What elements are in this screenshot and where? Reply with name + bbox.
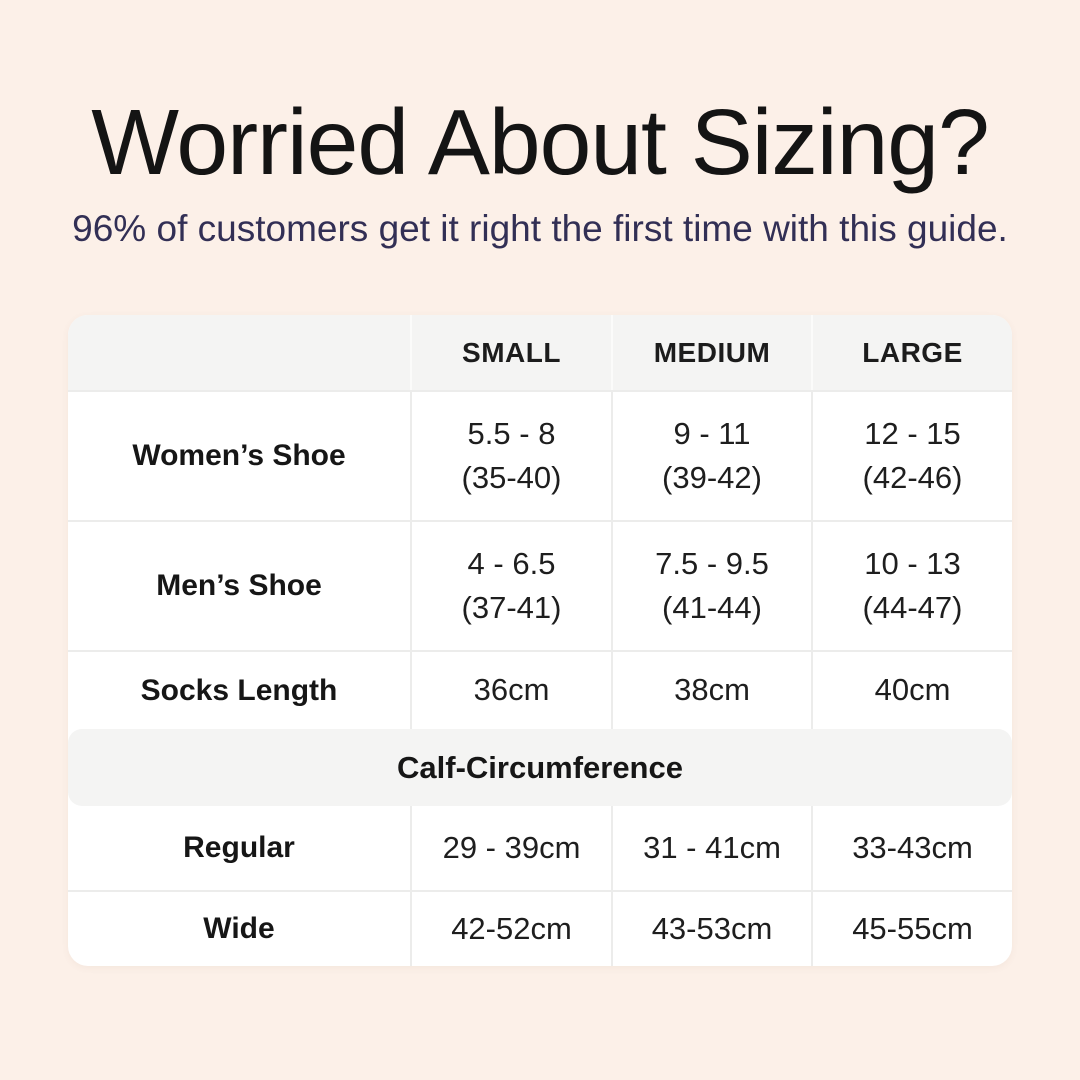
table-row-socks-length: Socks Length 36cm 38cm 40cm (68, 650, 1012, 729)
cell-socks-small: 36cm (410, 652, 611, 729)
cell-womens-small: 5.5 - 8 (35-40) (410, 392, 611, 520)
cell-line: 5.5 - 8 (467, 415, 556, 451)
row-label: Regular (183, 831, 295, 864)
cell-line: 7.5 - 9.5 (655, 545, 769, 581)
cell-line: (42-46) (862, 460, 963, 495)
section-header-calf-circumference: Calf-Circumference (68, 729, 1012, 806)
row-label: Women’s Shoe (132, 439, 346, 472)
column-header-small: SMALL (410, 315, 611, 390)
cell-regular-medium: 31 - 41cm (611, 806, 811, 890)
cell-line: 31 - 41cm (643, 829, 781, 865)
column-header-medium: MEDIUM (611, 315, 811, 390)
cell-line: (41-44) (662, 590, 762, 625)
cell-line: 45-55cm (852, 910, 973, 946)
page-subtitle: 96% of customers get it right the first … (72, 208, 1008, 249)
cell-wide-small: 42-52cm (410, 892, 611, 966)
cell-line: 40cm (874, 672, 951, 708)
cell-line: 9 - 11 (673, 415, 751, 451)
table-row-womens-shoe: Women’s Shoe 5.5 - 8 (35-40) 9 - 11 (39-… (68, 390, 1012, 520)
cell-wide-medium: 43-53cm (611, 892, 811, 966)
cell-line: 42-52cm (451, 910, 572, 946)
table-row-regular: Regular 29 - 39cm 31 - 41cm 33-43cm (68, 806, 1012, 890)
cell-line: 4 - 6.5 (467, 545, 556, 581)
cell-line: (35-40) (461, 460, 562, 495)
cell-line: 33-43cm (852, 829, 973, 865)
column-header-large: LARGE (811, 315, 1012, 390)
cell-line: 10 - 13 (864, 545, 961, 581)
cell-line: 29 - 39cm (442, 829, 581, 865)
row-label: Men’s Shoe (156, 569, 322, 602)
cell-mens-medium: 7.5 - 9.5 (41-44) (611, 522, 811, 650)
cell-line: 43-53cm (651, 910, 773, 946)
cell-regular-small: 29 - 39cm (410, 806, 611, 890)
size-chart-table: SMALL MEDIUM LARGE Women’s Shoe 5.5 - 8 … (68, 315, 1012, 966)
table-header-row: SMALL MEDIUM LARGE (68, 315, 1012, 390)
cell-socks-medium: 38cm (611, 652, 811, 729)
table-row-mens-shoe: Men’s Shoe 4 - 6.5 (37-41) 7.5 - 9.5 (41… (68, 520, 1012, 650)
cell-line: 38cm (674, 672, 750, 708)
cell-line: (39-42) (662, 460, 762, 495)
cell-line: (37-41) (461, 590, 562, 625)
cell-womens-medium: 9 - 11 (39-42) (611, 392, 811, 520)
table-row-wide: Wide 42-52cm 43-53cm 45-55cm (68, 890, 1012, 966)
page-title: Worried About Sizing? (91, 90, 989, 194)
cell-wide-large: 45-55cm (811, 892, 1012, 966)
column-header-blank (68, 315, 410, 390)
cell-mens-small: 4 - 6.5 (37-41) (410, 522, 611, 650)
cell-socks-large: 40cm (811, 652, 1012, 729)
cell-line: 12 - 15 (864, 415, 961, 451)
row-label: Socks Length (140, 673, 338, 707)
cell-regular-large: 33-43cm (811, 806, 1012, 890)
cell-mens-large: 10 - 13 (44-47) (811, 522, 1012, 650)
cell-line: (44-47) (862, 590, 963, 625)
row-label: Wide (203, 912, 275, 945)
cell-line: 36cm (473, 672, 550, 708)
cell-womens-large: 12 - 15 (42-46) (811, 392, 1012, 520)
